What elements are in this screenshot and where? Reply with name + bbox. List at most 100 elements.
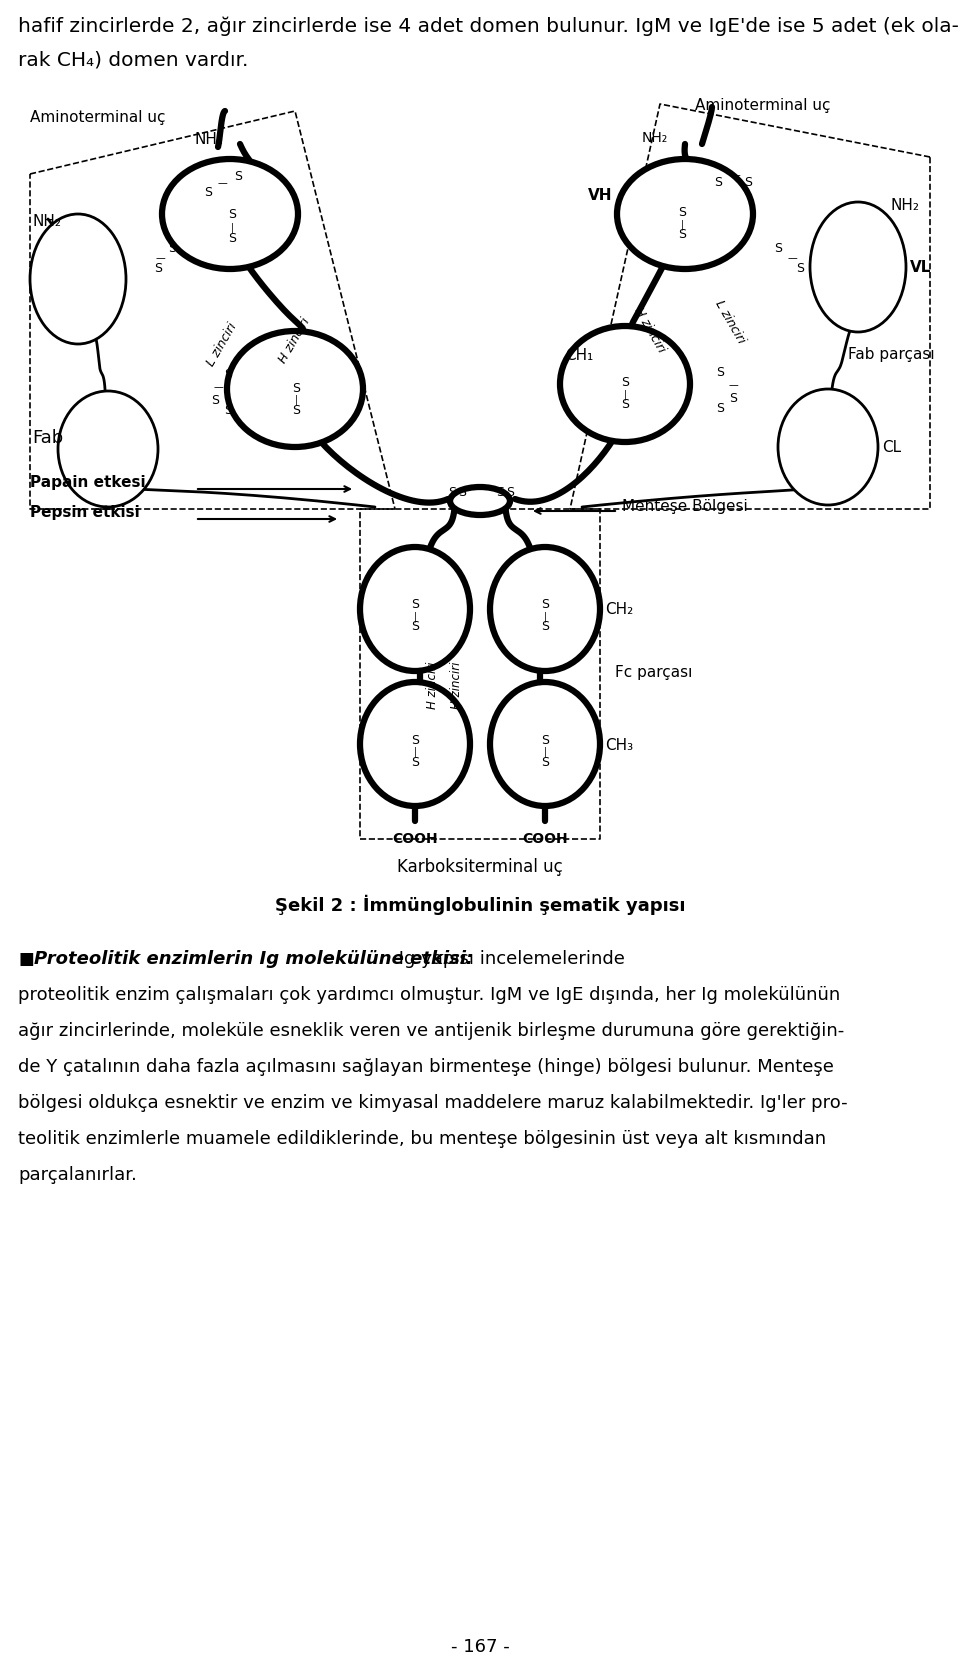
Text: S: S — [228, 209, 236, 222]
Text: —: — — [728, 379, 738, 389]
Text: rak CH₄) domen vardır.: rak CH₄) domen vardır. — [18, 50, 249, 70]
Ellipse shape — [490, 683, 600, 807]
Text: H zinciri: H zinciri — [450, 661, 464, 708]
Text: S: S — [411, 598, 419, 611]
Text: S: S — [541, 732, 549, 746]
Text: S: S — [411, 620, 419, 633]
Text: CH₂: CH₂ — [605, 601, 634, 616]
Text: S: S — [716, 365, 724, 378]
Ellipse shape — [560, 326, 690, 442]
Text: proteolitik enzim çalışmaları çok yardımcı olmuştur. IgM ve IgE dışında, her Ig : proteolitik enzim çalışmaları çok yardım… — [18, 986, 840, 1004]
Ellipse shape — [778, 389, 878, 505]
Text: S: S — [496, 486, 504, 499]
Text: |: | — [230, 222, 233, 234]
Text: |: | — [681, 220, 684, 230]
Ellipse shape — [617, 161, 753, 270]
Text: |: | — [623, 389, 627, 399]
Text: NH₂: NH₂ — [641, 131, 668, 144]
Text: ağır zincirlerinde, moleküle esneklik veren ve antijenik birleşme durumuna göre : ağır zincirlerinde, moleküle esneklik ve… — [18, 1021, 844, 1039]
Text: Fab: Fab — [32, 429, 63, 447]
Text: |: | — [543, 611, 546, 621]
Text: S: S — [678, 205, 686, 219]
Text: Şekil 2 : İmmünglobulinin şematik yapısı: Şekil 2 : İmmünglobulinin şematik yapısı — [275, 895, 685, 915]
Ellipse shape — [810, 202, 906, 333]
Text: S: S — [621, 376, 629, 389]
Text: S: S — [224, 403, 232, 416]
Text: Menteşe Bölgesi: Menteşe Bölgesi — [622, 499, 748, 514]
Ellipse shape — [30, 215, 126, 345]
Text: S: S — [411, 732, 419, 746]
Ellipse shape — [227, 331, 363, 447]
Text: ■: ■ — [18, 949, 34, 968]
Text: de Y çatalının daha fazla açılmasını sağlayan birmenteşe (hinge) bölgesi bulunur: de Y çatalının daha fazla açılmasını sağ… — [18, 1057, 834, 1075]
Text: NH₂: NH₂ — [195, 133, 224, 147]
Text: S: S — [448, 486, 456, 499]
Ellipse shape — [360, 683, 470, 807]
Text: S: S — [678, 229, 686, 242]
Text: S: S — [411, 756, 419, 769]
Text: S: S — [234, 171, 242, 184]
Text: NH₂: NH₂ — [890, 197, 919, 212]
Text: S: S — [204, 186, 212, 199]
Text: S: S — [714, 176, 722, 189]
Text: S: S — [729, 391, 737, 404]
Text: hafif zincirlerde 2, ağır zincirlerde ise 4 adet domen bulunur. IgM ve IgE'de is: hafif zincirlerde 2, ağır zincirlerde is… — [18, 17, 959, 35]
Ellipse shape — [58, 391, 158, 507]
Ellipse shape — [490, 548, 600, 671]
Text: CL: CL — [882, 439, 901, 454]
Text: S: S — [796, 262, 804, 275]
Ellipse shape — [450, 487, 510, 515]
Text: bölgesi oldukça esnektir ve enzim ve kimyasal maddelere maruz kalabilmektedir. I: bölgesi oldukça esnektir ve enzim ve kim… — [18, 1094, 848, 1112]
Text: —: — — [156, 254, 165, 263]
Text: Aminoterminal uç: Aminoterminal uç — [30, 109, 165, 124]
Text: S: S — [211, 393, 219, 406]
Text: S: S — [154, 262, 162, 275]
Text: —: — — [213, 381, 223, 391]
Text: COOH: COOH — [522, 832, 567, 845]
Text: |: | — [414, 746, 417, 757]
Text: S: S — [716, 401, 724, 414]
Text: —: — — [217, 177, 227, 187]
Text: Fc parçası: Fc parçası — [615, 664, 692, 679]
Text: S: S — [292, 381, 300, 394]
Text: S: S — [744, 176, 752, 189]
Text: Pepsin etkisi: Pepsin etkisi — [30, 504, 140, 519]
Text: —: — — [787, 254, 797, 263]
Text: S: S — [224, 368, 232, 381]
Text: Aminoterminal uç: Aminoterminal uç — [695, 98, 830, 113]
Text: Fab parçası: Fab parçası — [848, 348, 935, 363]
Text: S: S — [541, 598, 549, 611]
Text: VL: VL — [910, 260, 931, 275]
Ellipse shape — [360, 548, 470, 671]
Text: VH: VH — [588, 187, 612, 202]
Text: parçalanırlar.: parçalanırlar. — [18, 1165, 137, 1183]
Text: Karboksiterminal uç: Karboksiterminal uç — [397, 857, 563, 875]
Text: H zinciri: H zinciri — [276, 315, 313, 365]
Text: H zinciri: H zinciri — [632, 305, 668, 355]
Text: S: S — [292, 403, 300, 416]
Text: Papain etkesi: Papain etkesi — [30, 474, 146, 489]
Text: Ig yapısı incelemelerinde: Ig yapısı incelemelerinde — [393, 949, 625, 968]
Text: S: S — [541, 756, 549, 769]
Text: H zinciri: H zinciri — [426, 661, 440, 708]
Text: S: S — [506, 486, 514, 499]
Text: S: S — [168, 242, 176, 254]
Text: S: S — [228, 232, 236, 244]
Text: CH₃: CH₃ — [605, 737, 634, 752]
Text: —: — — [731, 171, 740, 181]
Text: Proteolitik enzimlerin Ig molekülüne etkisi:: Proteolitik enzimlerin Ig molekülüne etk… — [34, 949, 473, 968]
Text: NH₂: NH₂ — [32, 214, 61, 229]
Text: L zinciri: L zinciri — [204, 321, 240, 370]
Text: |: | — [295, 394, 298, 404]
Text: L zinciri: L zinciri — [712, 298, 748, 346]
Text: COOH: COOH — [393, 832, 438, 845]
Text: CH₁: CH₁ — [565, 348, 593, 363]
Text: teolitik enzimlerle muamele edildiklerinde, bu menteşe bölgesinin üst veya alt k: teolitik enzimlerle muamele edildiklerin… — [18, 1130, 827, 1147]
Text: S: S — [458, 486, 466, 499]
Text: |: | — [414, 611, 417, 621]
Text: S: S — [621, 398, 629, 411]
Text: - 167 -: - 167 - — [450, 1637, 510, 1655]
Text: S: S — [541, 620, 549, 633]
Text: S: S — [774, 242, 782, 254]
Ellipse shape — [162, 161, 298, 270]
